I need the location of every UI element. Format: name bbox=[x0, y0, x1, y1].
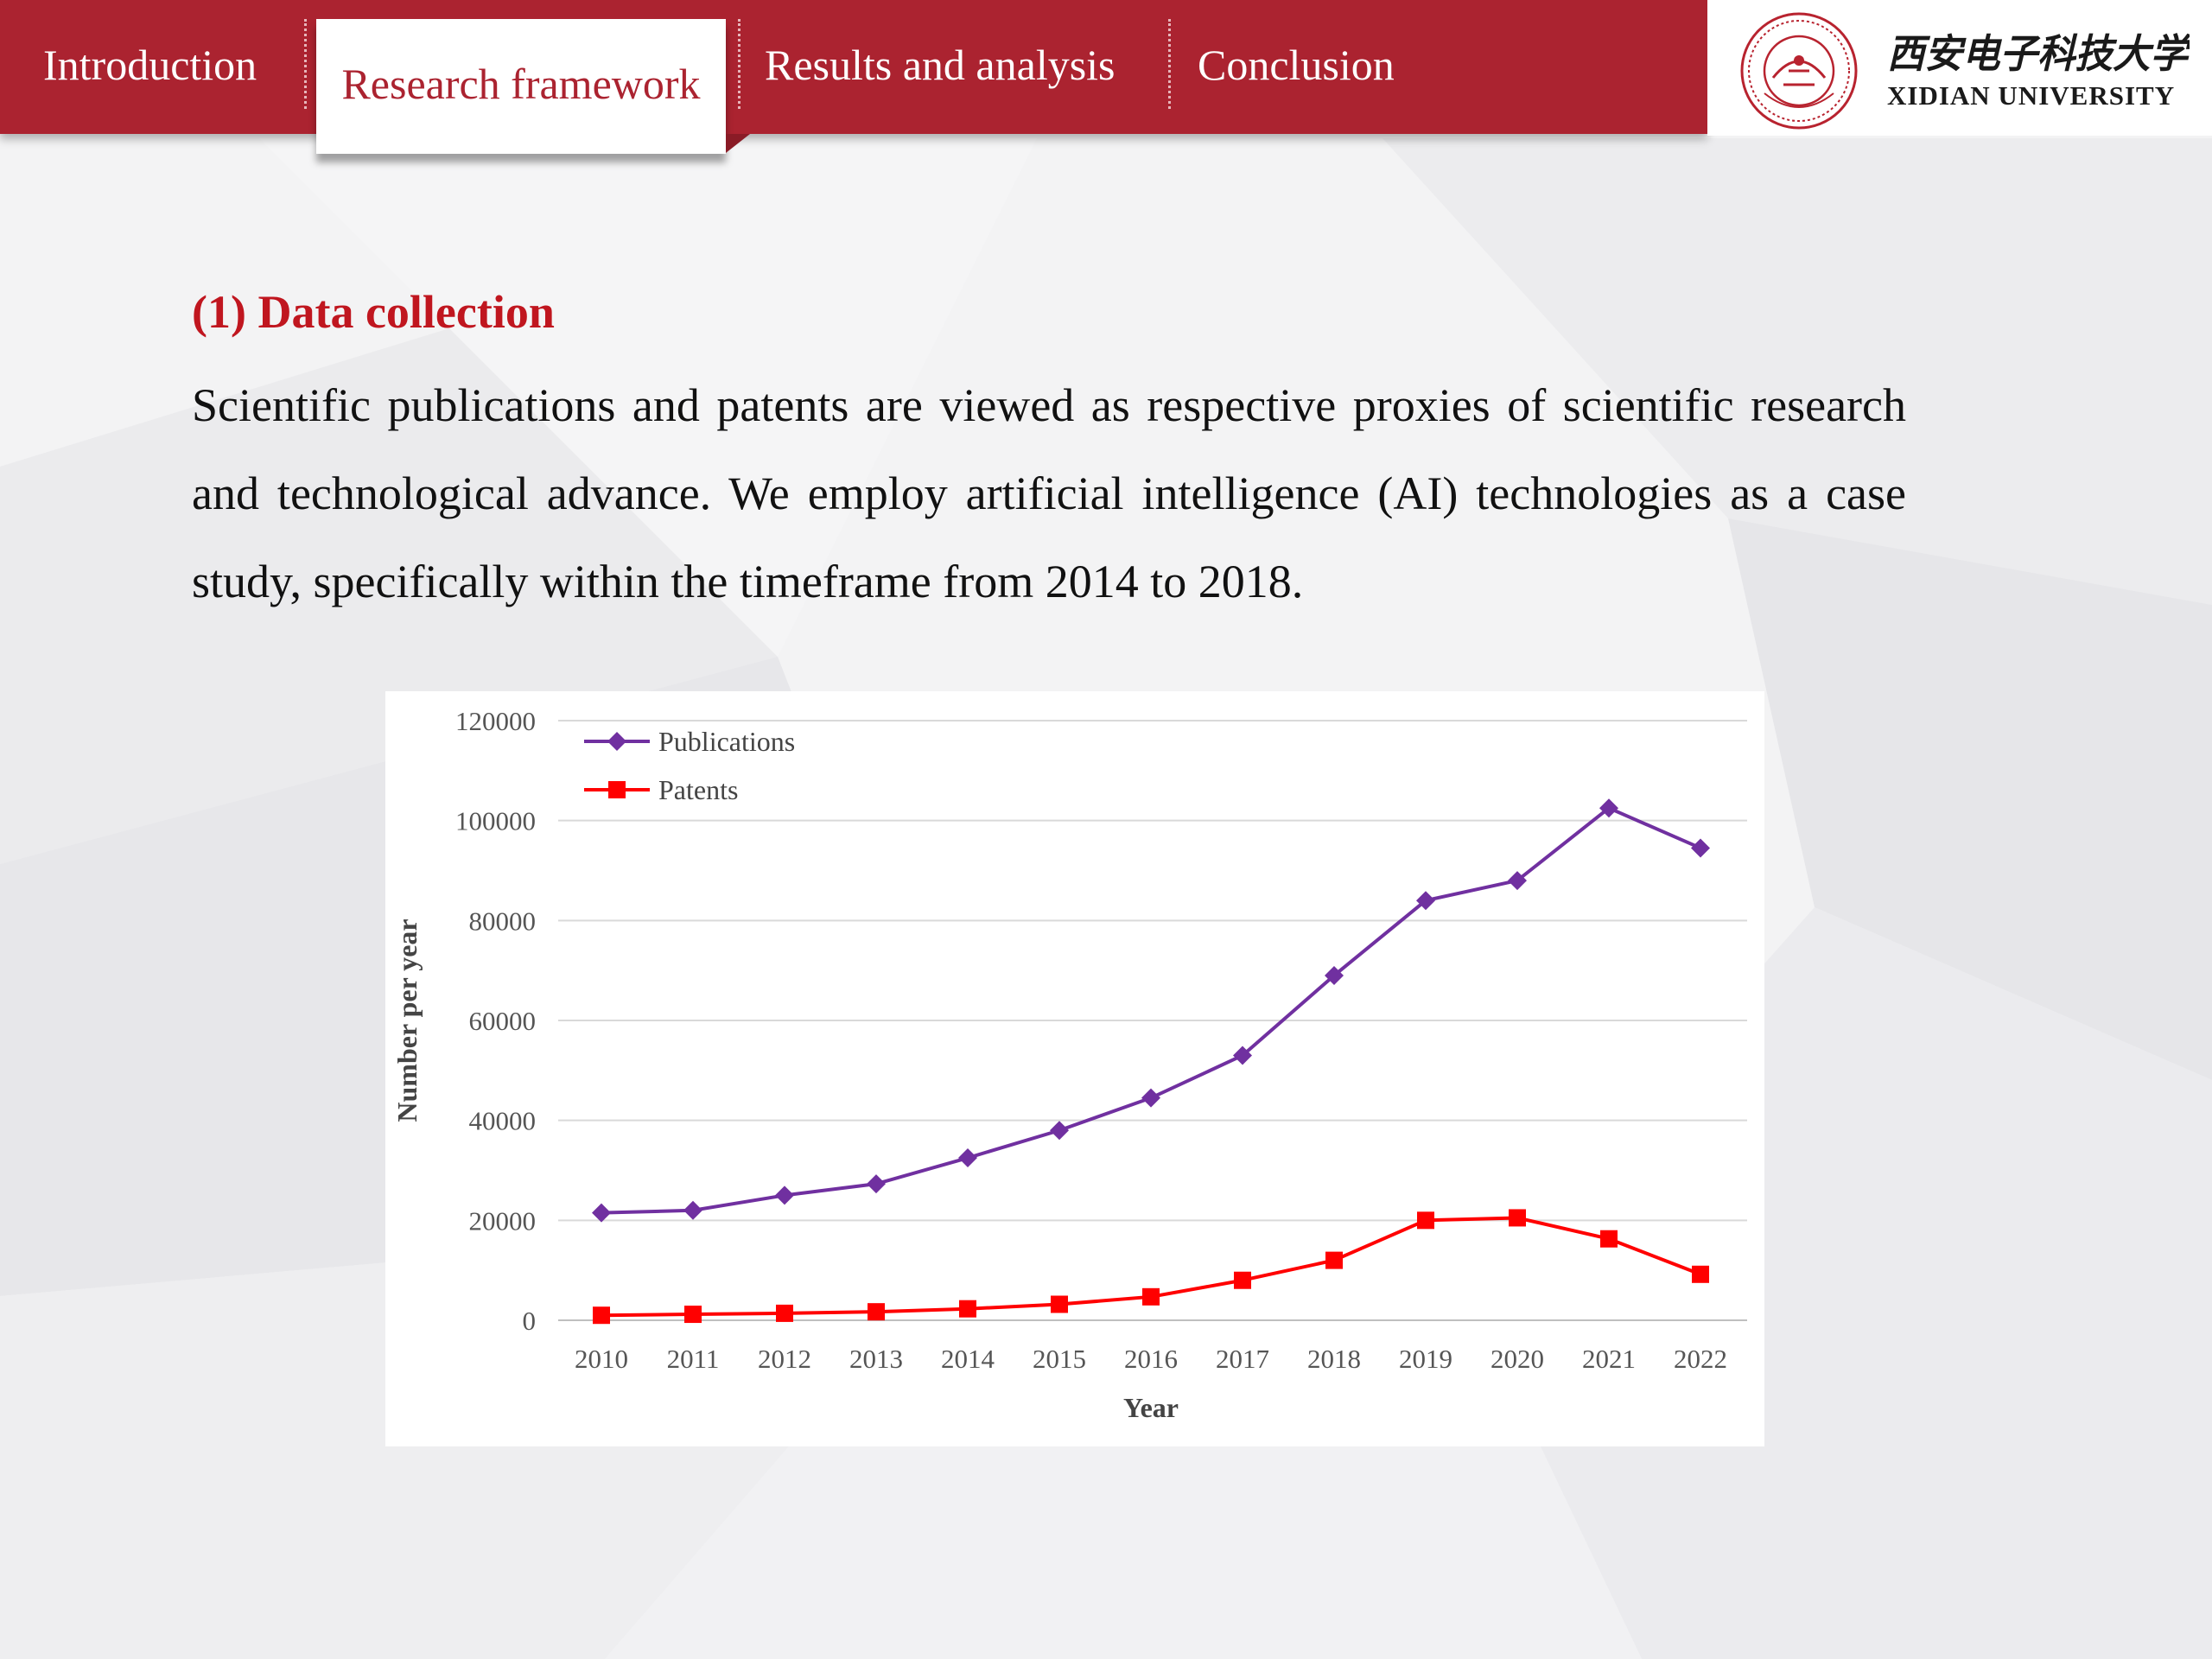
x-tick-label: 2020 bbox=[1491, 1344, 1544, 1374]
chart-card: 0 20000 40000 60000 80000 100000 120000 2010 20… bbox=[385, 691, 1764, 1446]
tab-conclusion[interactable]: Conclusion bbox=[1198, 41, 1395, 89]
y-tick-label: 20000 bbox=[469, 1205, 537, 1236]
tab-introduction[interactable]: Introduction bbox=[43, 41, 257, 89]
x-tick-label: 2012 bbox=[758, 1344, 811, 1374]
data-point-patents bbox=[959, 1300, 976, 1318]
x-tick-label: 2015 bbox=[1033, 1344, 1086, 1374]
chart-gridlines bbox=[558, 720, 1747, 1321]
data-point-patents bbox=[1142, 1287, 1160, 1306]
data-point-patents bbox=[1325, 1251, 1343, 1269]
chart-series bbox=[592, 798, 1710, 1325]
x-axis-label: Year bbox=[1123, 1392, 1179, 1423]
legend-marker-diamond bbox=[607, 732, 626, 751]
tab-results-and-analysis[interactable]: Results and analysis bbox=[765, 41, 1116, 89]
x-tick-label: 2014 bbox=[941, 1344, 995, 1374]
x-tick-label: 2016 bbox=[1124, 1344, 1178, 1374]
university-name-cn: 西安电子科技大学 bbox=[1887, 30, 2190, 77]
y-tick-label: 0 bbox=[523, 1306, 537, 1336]
tab-divider bbox=[1168, 19, 1171, 109]
data-point-patents bbox=[868, 1303, 885, 1321]
university-seal-icon bbox=[1740, 12, 1858, 130]
legend-marker-square bbox=[608, 781, 626, 798]
y-tick-label: 120000 bbox=[455, 706, 536, 736]
chart-legend: Publications Patents bbox=[584, 726, 795, 805]
svg-text:西安电子科技大学: 西安电子科技大学 bbox=[1887, 30, 2190, 77]
y-tick-label: 40000 bbox=[469, 1106, 537, 1136]
data-point-publications bbox=[1599, 798, 1618, 818]
data-point-patents bbox=[1051, 1295, 1068, 1313]
x-axis-ticks: 2010 2011 2012 2013 2014 2015 2016 2017 2018 2019… bbox=[575, 1344, 1727, 1374]
data-point-patents bbox=[1692, 1265, 1709, 1283]
data-point-publications bbox=[1050, 1121, 1069, 1141]
data-point-publications bbox=[1325, 965, 1344, 985]
y-axis-ticks: 0 20000 40000 60000 80000 100000 120000 bbox=[455, 706, 536, 1336]
top-nav-bar bbox=[0, 0, 1707, 134]
section-paragraph: Scientific publications and patents are … bbox=[192, 379, 1906, 607]
x-tick-label: 2017 bbox=[1216, 1344, 1269, 1374]
data-point-publications bbox=[1691, 838, 1710, 858]
data-point-patents bbox=[593, 1306, 610, 1325]
x-tick-label: 2011 bbox=[667, 1344, 720, 1374]
data-point-patents bbox=[684, 1306, 702, 1324]
x-tick-label: 2018 bbox=[1307, 1344, 1361, 1374]
series-line-publications bbox=[601, 806, 1701, 1215]
y-tick-label: 60000 bbox=[469, 1006, 537, 1036]
university-logo: 西安电子科技大学 XIDIAN UNIVERSITY bbox=[1707, 0, 2212, 136]
data-point-publications bbox=[1416, 891, 1435, 911]
data-point-patents bbox=[776, 1304, 793, 1322]
data-point-publications bbox=[958, 1148, 977, 1168]
data-point-patents bbox=[1234, 1271, 1251, 1289]
tab-divider bbox=[304, 19, 307, 109]
data-point-publications bbox=[1233, 1046, 1252, 1065]
data-point-publications bbox=[683, 1200, 702, 1220]
legend-label: Publications bbox=[658, 726, 795, 757]
data-point-patents bbox=[1600, 1230, 1618, 1248]
legend-label: Patents bbox=[658, 774, 738, 805]
y-tick-label: 80000 bbox=[469, 906, 537, 936]
tab-divider bbox=[738, 19, 741, 109]
x-tick-label: 2019 bbox=[1399, 1344, 1452, 1374]
data-point-publications bbox=[867, 1174, 886, 1194]
data-point-patents bbox=[1509, 1209, 1526, 1227]
y-axis-label: Number per year bbox=[391, 918, 423, 1122]
data-point-patents bbox=[1417, 1211, 1434, 1230]
tab-research-framework[interactable]: Research framework bbox=[316, 19, 726, 154]
data-point-publications bbox=[1141, 1088, 1160, 1108]
section-title: (1) Data collection bbox=[192, 286, 555, 338]
data-point-publications bbox=[775, 1185, 794, 1205]
y-tick-label: 100000 bbox=[455, 806, 536, 836]
data-point-publications bbox=[592, 1203, 611, 1223]
x-tick-label: 2022 bbox=[1674, 1344, 1727, 1374]
university-name-en: XIDIAN UNIVERSITY bbox=[1887, 80, 2176, 111]
x-tick-label: 2013 bbox=[849, 1344, 903, 1374]
x-tick-label: 2010 bbox=[575, 1344, 628, 1374]
active-tab-fold bbox=[726, 134, 750, 153]
data-point-publications bbox=[1508, 871, 1527, 891]
x-tick-label: 2021 bbox=[1582, 1344, 1636, 1374]
